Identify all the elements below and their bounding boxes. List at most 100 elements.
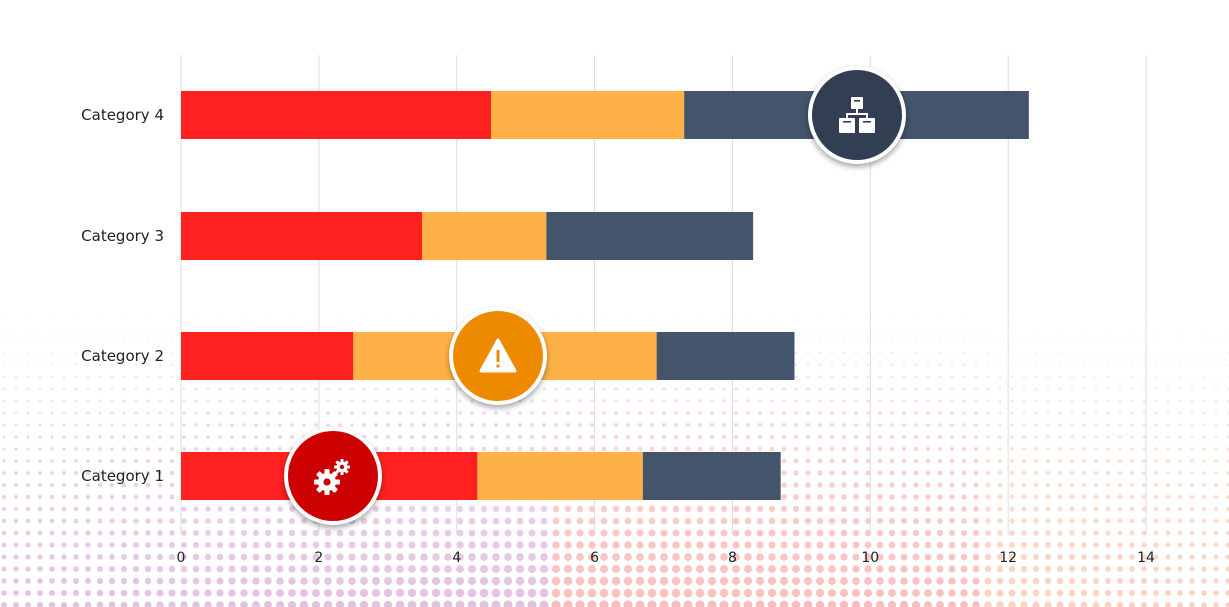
background-dot xyxy=(312,565,320,573)
background-dot xyxy=(828,541,836,549)
background-dot xyxy=(1010,387,1014,391)
background-dot xyxy=(338,411,342,415)
background-dot xyxy=(110,387,114,391)
background-dot xyxy=(180,589,188,597)
background-dot xyxy=(63,352,65,354)
background-dot xyxy=(170,423,174,427)
background-dot xyxy=(744,529,752,537)
background-dot xyxy=(671,600,681,607)
background-dot xyxy=(912,577,920,585)
background-dot xyxy=(1130,471,1134,475)
background-dot xyxy=(636,529,644,537)
background-dot xyxy=(444,517,452,525)
background-dot xyxy=(1203,316,1205,318)
background-dot xyxy=(1155,316,1157,318)
background-dot xyxy=(555,316,557,318)
background-dot xyxy=(1021,458,1027,464)
background-dot xyxy=(194,387,198,391)
background-dot xyxy=(457,446,463,452)
background-dot xyxy=(699,316,701,318)
background-dot xyxy=(1178,471,1182,475)
background-dot xyxy=(132,601,140,607)
background-dot xyxy=(806,363,810,367)
background-dot xyxy=(1023,328,1025,330)
background-dot xyxy=(698,411,702,415)
background-dot xyxy=(962,387,966,391)
background-dot xyxy=(660,553,668,561)
background-dot xyxy=(913,434,919,440)
background-dot xyxy=(950,423,954,427)
background-dot xyxy=(373,434,379,440)
background-dot xyxy=(1046,447,1050,451)
category-label: Category 4 xyxy=(81,106,164,124)
background-dot xyxy=(347,600,357,607)
background-dot xyxy=(1142,435,1146,439)
background-dot xyxy=(759,316,761,318)
background-dot xyxy=(206,411,210,415)
background-dot xyxy=(434,399,438,403)
background-dot xyxy=(769,446,775,452)
background-dot xyxy=(783,328,785,330)
background-dot xyxy=(1225,554,1229,560)
background-dot xyxy=(1022,435,1026,439)
bar-segment xyxy=(546,212,754,260)
background-dot xyxy=(913,494,919,500)
background-dot xyxy=(1154,459,1158,463)
background-dot xyxy=(911,600,921,607)
background-dot xyxy=(1189,590,1195,596)
background-dot xyxy=(779,588,789,598)
background-dot xyxy=(1213,506,1219,512)
background-dot xyxy=(888,517,896,525)
background-dot xyxy=(672,505,680,513)
background-dot xyxy=(830,423,834,427)
background-dot xyxy=(1080,601,1088,607)
background-dot xyxy=(85,542,91,548)
background-dot xyxy=(14,435,18,439)
background-dot xyxy=(1165,518,1171,524)
background-dot xyxy=(744,505,752,513)
background-dot xyxy=(708,529,716,537)
background-dot xyxy=(854,351,858,355)
background-dot xyxy=(984,553,992,561)
background-dot xyxy=(793,434,799,440)
background-dot xyxy=(240,529,248,537)
background-dot xyxy=(554,399,558,403)
background-dot xyxy=(62,447,66,451)
background-dot xyxy=(456,541,464,549)
background-dot xyxy=(949,506,955,512)
background-dot xyxy=(625,446,631,452)
background-dot xyxy=(1202,399,1206,403)
background-dot xyxy=(1071,352,1073,354)
background-dot xyxy=(1,578,7,584)
background-dot xyxy=(1081,482,1087,488)
background-dot xyxy=(648,541,656,549)
background-dot xyxy=(1226,399,1229,403)
background-dot xyxy=(552,517,560,525)
background-dot xyxy=(756,541,764,549)
background-dot xyxy=(720,553,728,561)
background-dot xyxy=(122,399,126,403)
background-dot xyxy=(170,447,174,451)
background-dot xyxy=(147,316,149,318)
background-dot xyxy=(807,316,809,318)
background-dot xyxy=(974,435,978,439)
background-dot xyxy=(1225,542,1229,548)
background-dot xyxy=(659,600,669,607)
background-dot xyxy=(531,316,533,318)
background-dot xyxy=(710,387,714,391)
background-dot xyxy=(217,530,223,536)
background-dot xyxy=(411,316,413,318)
background-dot xyxy=(134,387,138,391)
background-dot xyxy=(744,565,752,573)
background-dot xyxy=(1213,566,1219,572)
background-dot xyxy=(170,399,174,403)
background-dot xyxy=(1154,411,1158,415)
background-dot xyxy=(1214,495,1218,499)
background-dot xyxy=(636,541,644,549)
background-dot xyxy=(219,316,221,318)
background-dot xyxy=(61,518,67,524)
background-dot xyxy=(336,541,344,549)
background-dot xyxy=(791,600,801,607)
background-dot xyxy=(890,363,894,367)
background-dot xyxy=(1021,494,1027,500)
